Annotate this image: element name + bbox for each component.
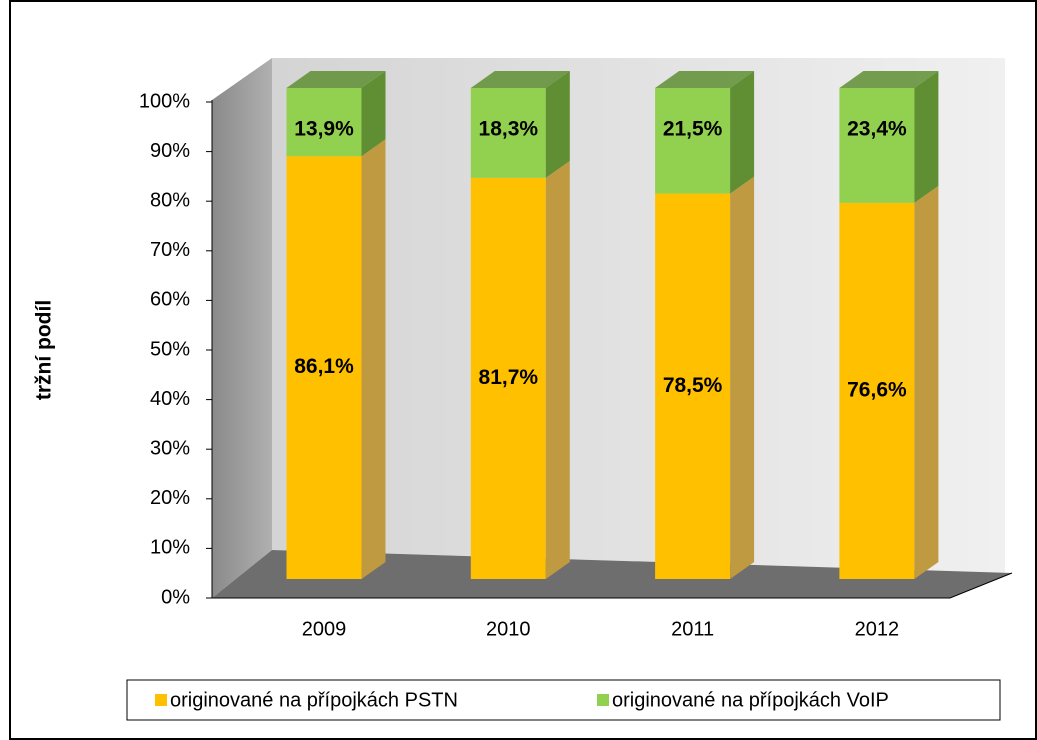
- data-label: 23,4%: [847, 118, 907, 141]
- legend-label: originované na přípojkách PSTN: [170, 689, 458, 711]
- x-tick-label: 2009: [302, 618, 347, 640]
- bar: [839, 88, 915, 203]
- data-label: 13,9%: [294, 118, 354, 141]
- y-tick-label: 40%: [150, 388, 190, 410]
- y-tick-label: 0%: [161, 586, 190, 608]
- bar: [470, 88, 546, 178]
- legend: [126, 679, 1001, 721]
- y-tick-label: 70%: [150, 239, 190, 261]
- bar-top: [470, 71, 570, 88]
- y-tick-label: 30%: [150, 437, 190, 459]
- x-tick-label: 2012: [855, 618, 900, 640]
- data-label: 78,5%: [663, 374, 723, 397]
- side-wall: [212, 58, 272, 598]
- y-tick-label: 60%: [150, 289, 190, 311]
- bar-side: [361, 71, 386, 157]
- data-label: 81,7%: [479, 366, 539, 389]
- legend-swatch: [597, 694, 609, 706]
- bar-side: [545, 160, 570, 579]
- bar: [470, 177, 546, 579]
- data-label: 86,1%: [294, 355, 354, 378]
- bar-side: [361, 139, 386, 579]
- bar-side: [730, 71, 755, 194]
- bar-side: [914, 185, 939, 580]
- bar: [655, 193, 731, 579]
- x-tick-label: 2011: [671, 618, 714, 640]
- data-label: 21,5%: [663, 118, 723, 141]
- legend-label: originované na přípojkách VoIP: [612, 689, 889, 711]
- floor: [212, 550, 1012, 598]
- y-tick-label: 90%: [150, 140, 190, 162]
- bar: [839, 202, 915, 580]
- y-tick-label: 10%: [150, 537, 190, 559]
- bar-top: [655, 71, 755, 88]
- x-axis: [212, 572, 1013, 599]
- legend-swatch: [155, 694, 167, 706]
- data-label: 76,6%: [847, 378, 907, 401]
- bar-top: [839, 71, 939, 88]
- y-axis-label: tržní podíl: [33, 300, 56, 400]
- back-wall: [272, 58, 1005, 573]
- y-tick-label: 20%: [150, 487, 190, 509]
- bar-side: [914, 71, 939, 203]
- bar: [286, 88, 362, 157]
- bar-top: [286, 71, 386, 88]
- bar-side: [545, 71, 570, 178]
- bar: [286, 156, 362, 579]
- y-tick-label: 50%: [150, 338, 190, 360]
- y-tick-label: 80%: [150, 189, 190, 211]
- y-tick-label: 100%: [139, 90, 190, 112]
- bar-side: [730, 176, 755, 579]
- data-label: 18,3%: [479, 118, 539, 141]
- bar: [655, 88, 731, 194]
- x-tick-label: 2010: [486, 618, 531, 640]
